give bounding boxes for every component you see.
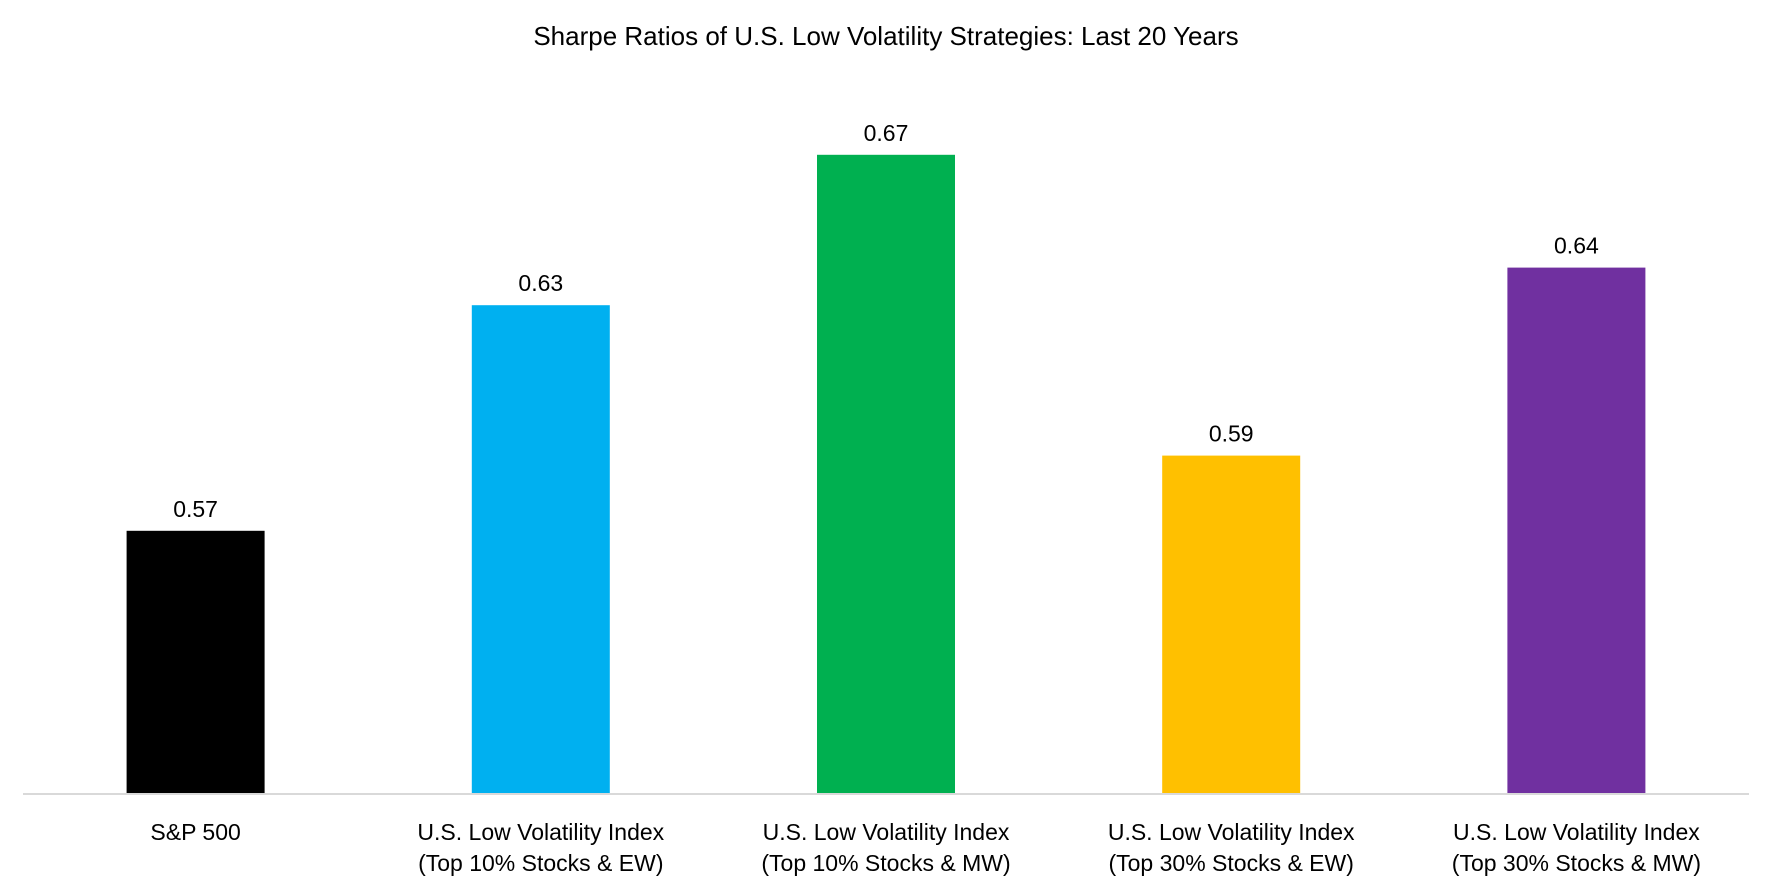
category-tick-label: U.S. Low Volatility Index <box>1108 819 1355 845</box>
category-tick-label: U.S. Low Volatility Index <box>1453 819 1700 845</box>
data-label: 0.57 <box>173 496 218 522</box>
bar <box>471 305 610 794</box>
data-label: 0.64 <box>1554 233 1599 259</box>
bar <box>126 530 265 794</box>
data-label: 0.63 <box>518 270 563 296</box>
category-tick-label: (Top 10% Stocks & MW) <box>761 850 1010 876</box>
category-tick-label: U.S. Low Volatility Index <box>417 819 664 845</box>
data-label: 0.59 <box>1209 421 1254 447</box>
data-label: 0.67 <box>864 120 909 146</box>
category-tick-label: (Top 10% Stocks & EW) <box>418 850 663 876</box>
category-tick-label: U.S. Low Volatility Index <box>763 819 1010 845</box>
bar <box>817 154 955 795</box>
bar <box>1507 267 1646 795</box>
chart-title: Sharpe Ratios of U.S. Low Volatility Str… <box>533 21 1238 51</box>
bar <box>1162 455 1301 794</box>
category-tick-label: S&P 500 <box>150 819 240 845</box>
category-tick-label: (Top 30% Stocks & EW) <box>1108 850 1353 876</box>
category-tick-label: (Top 30% Stocks & MW) <box>1452 850 1701 876</box>
